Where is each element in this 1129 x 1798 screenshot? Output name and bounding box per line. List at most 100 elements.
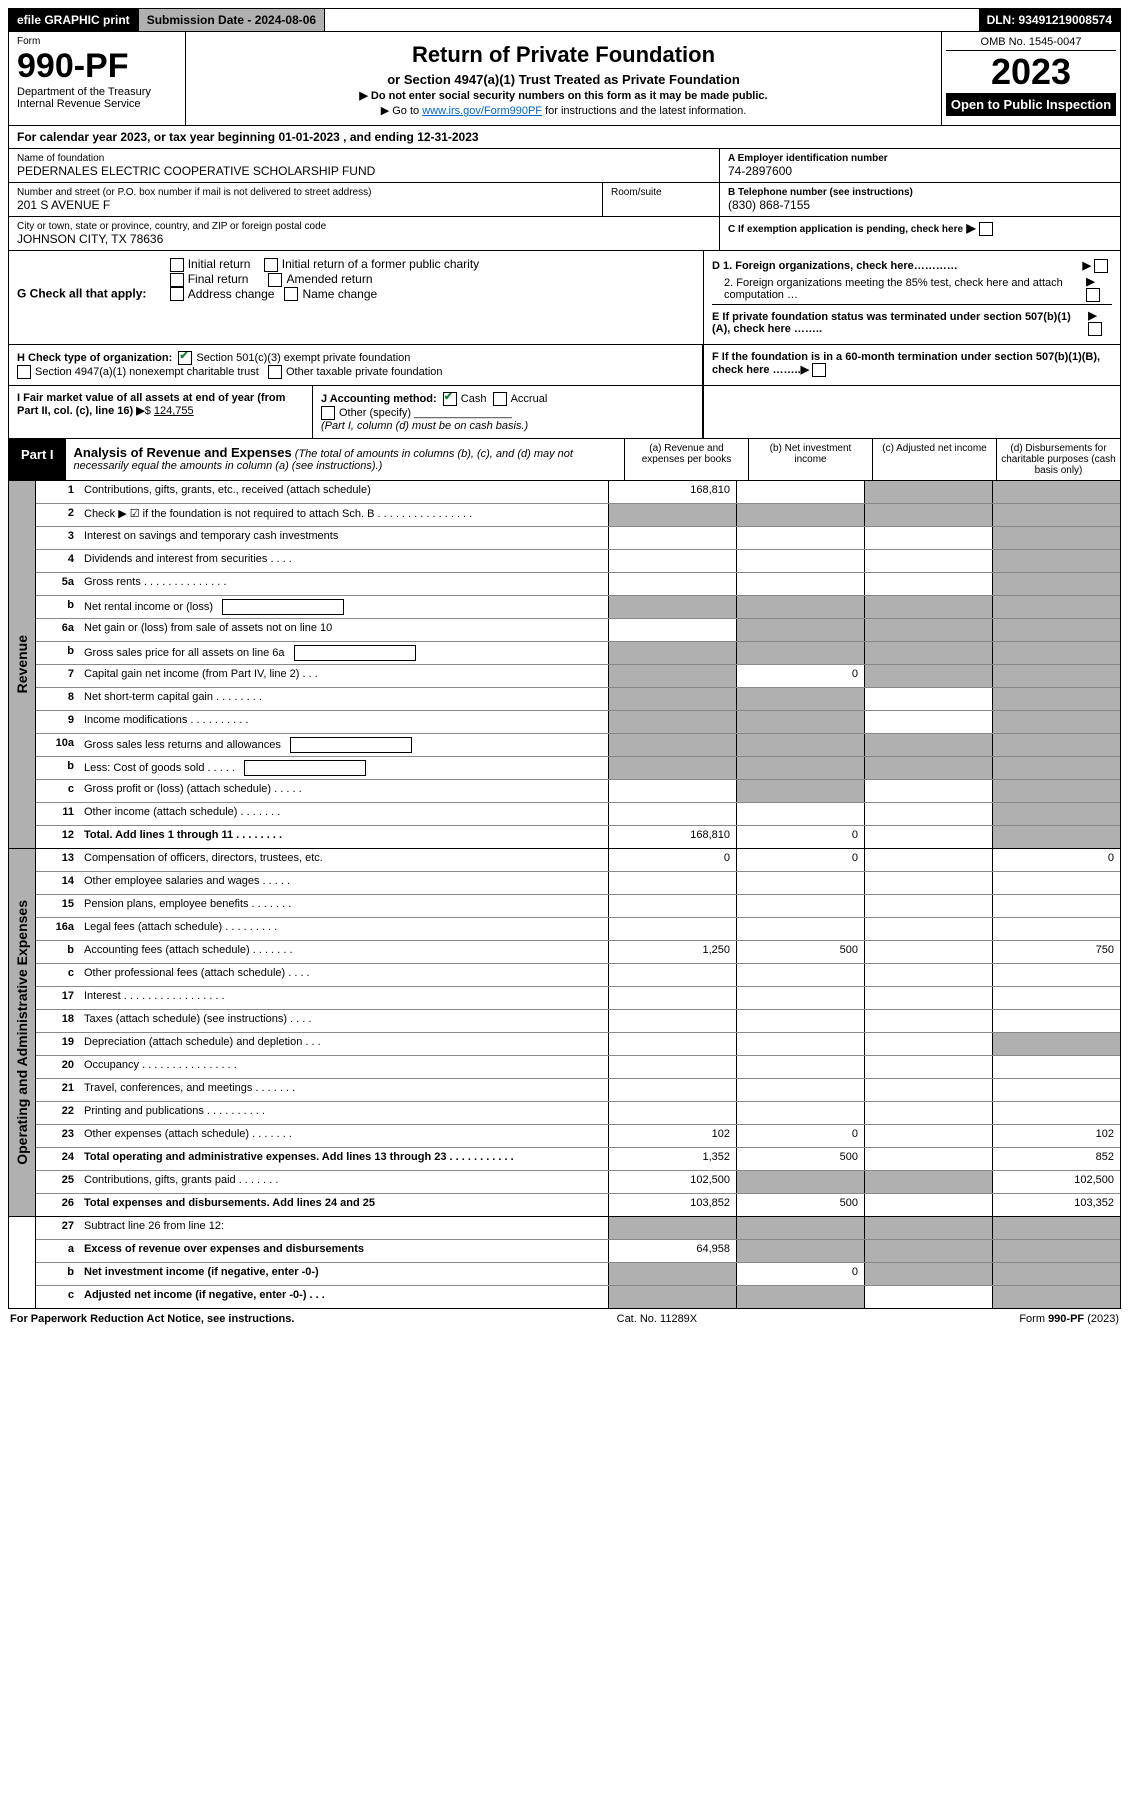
revenue-body: 1Contributions, gifts, grants, etc., rec… — [36, 481, 1120, 848]
table-cell — [736, 1240, 864, 1262]
table-row: 27Subtract line 26 from line 12: — [36, 1217, 1120, 1240]
table-row: 6aNet gain or (loss) from sale of assets… — [36, 619, 1120, 642]
table-row: bAccounting fees (attach schedule) . . .… — [36, 941, 1120, 964]
g-name-change[interactable] — [284, 287, 298, 301]
footer-right: Form 990-PF (2023) — [1019, 1313, 1119, 1325]
table-cell — [864, 596, 992, 618]
room-label: Room/suite — [611, 187, 711, 198]
table-cell — [864, 1263, 992, 1285]
title-cell: Return of Private Foundation or Section … — [186, 32, 941, 125]
addr-block: Number and street (or P.O. box number if… — [9, 183, 719, 217]
table-cell — [992, 1079, 1120, 1101]
table-cell — [992, 711, 1120, 733]
table-cell: 0 — [736, 1263, 864, 1285]
table-cell — [992, 895, 1120, 917]
entity-right: A Employer identification number 74-2897… — [719, 149, 1120, 250]
table-cell — [864, 688, 992, 710]
c-checkbox[interactable] — [979, 222, 993, 236]
table-cell — [736, 1010, 864, 1032]
table-cell: 103,352 — [992, 1194, 1120, 1216]
form-id-cell: Form 990-PF Department of the Treasury I… — [9, 32, 186, 125]
table-cell — [992, 1033, 1120, 1055]
table-cell — [608, 1079, 736, 1101]
table-cell — [864, 826, 992, 848]
table-cell — [864, 941, 992, 963]
e-checkbox[interactable] — [1088, 322, 1102, 336]
table-cell — [608, 1217, 736, 1239]
table-row: 3Interest on savings and temporary cash … — [36, 527, 1120, 550]
g-initial-former[interactable] — [264, 258, 278, 272]
table-cell — [736, 872, 864, 894]
table-cell: 64,958 — [608, 1240, 736, 1262]
table-cell — [864, 987, 992, 1009]
table-cell — [608, 1286, 736, 1308]
form-number: 990-PF — [17, 47, 177, 86]
table-cell: 102,500 — [608, 1171, 736, 1193]
g-address-change[interactable] — [170, 287, 184, 301]
foundation-name: PEDERNALES ELECTRIC COOPERATIVE SCHOLARS… — [17, 164, 711, 178]
d2-checkbox[interactable] — [1086, 288, 1100, 302]
table-row: 5aGross rents . . . . . . . . . . . . . … — [36, 573, 1120, 596]
table-row: bNet rental income or (loss) — [36, 596, 1120, 619]
instr-1: ▶ Do not enter social security numbers o… — [194, 89, 933, 102]
g-initial-return[interactable] — [170, 258, 184, 272]
table-cell: 500 — [736, 1148, 864, 1170]
h-501c3-checkbox[interactable] — [178, 351, 192, 365]
f-checkbox[interactable] — [812, 363, 826, 377]
revenue-sidelabel: Revenue — [9, 481, 36, 848]
table-cell: 1,250 — [608, 941, 736, 963]
name-block: Name of foundation PEDERNALES ELECTRIC C… — [9, 149, 719, 183]
h-other-checkbox[interactable] — [268, 365, 282, 379]
table-cell — [736, 964, 864, 986]
table-cell — [992, 504, 1120, 526]
d1-checkbox[interactable] — [1094, 259, 1108, 273]
table-cell — [608, 757, 736, 779]
table-cell — [992, 596, 1120, 618]
g-amended[interactable] — [268, 273, 282, 287]
table-cell — [864, 711, 992, 733]
j-cash-checkbox[interactable] — [443, 392, 457, 406]
table-cell — [736, 573, 864, 595]
table-cell — [736, 1286, 864, 1308]
instr-2: ▶ Go to www.irs.gov/Form990PF for instru… — [194, 104, 933, 117]
opex-body: 13Compensation of officers, directors, t… — [36, 849, 1120, 1216]
table-cell — [864, 481, 992, 503]
h-4947-checkbox[interactable] — [17, 365, 31, 379]
table-row: 7Capital gain net income (from Part IV, … — [36, 665, 1120, 688]
table-cell — [992, 1010, 1120, 1032]
footer-mid: Cat. No. 11289X — [617, 1313, 698, 1325]
col-a-hdr: (a) Revenue and expenses per books — [624, 439, 748, 480]
g-final-return[interactable] — [170, 273, 184, 287]
phone: (830) 868-7155 — [728, 198, 1112, 212]
table-cell — [864, 1102, 992, 1124]
table-row: 11Other income (attach schedule) . . . .… — [36, 803, 1120, 826]
open-public: Open to Public Inspection — [946, 93, 1116, 116]
table-cell — [864, 550, 992, 572]
table-cell — [736, 688, 864, 710]
table-row: 14Other employee salaries and wages . . … — [36, 872, 1120, 895]
table-cell — [864, 803, 992, 825]
dept-2: Internal Revenue Service — [17, 98, 177, 110]
table-row: 25Contributions, gifts, grants paid . . … — [36, 1171, 1120, 1194]
table-cell — [608, 1263, 736, 1285]
table-cell: 102 — [992, 1125, 1120, 1147]
table-cell — [736, 1217, 864, 1239]
ty-end: 12-31-2023 — [417, 130, 478, 144]
table-cell — [992, 1217, 1120, 1239]
part1-label: Part I — [9, 439, 66, 480]
table-row: 16aLegal fees (attach schedule) . . . . … — [36, 918, 1120, 941]
j-accrual-checkbox[interactable] — [493, 392, 507, 406]
table-cell — [736, 1056, 864, 1078]
table-cell — [992, 757, 1120, 779]
table-cell: 0 — [736, 849, 864, 871]
table-row: 23Other expenses (attach schedule) . . .… — [36, 1125, 1120, 1148]
table-cell — [864, 1217, 992, 1239]
table-cell — [736, 481, 864, 503]
j-other-checkbox[interactable] — [321, 406, 335, 420]
irs-link[interactable]: www.irs.gov/Form990PF — [422, 105, 542, 117]
calendar-row: For calendar year 2023, or tax year begi… — [8, 126, 1121, 149]
ty-begin: 01-01-2023 — [278, 130, 339, 144]
table-row: cOther professional fees (attach schedul… — [36, 964, 1120, 987]
city-state-zip: JOHNSON CITY, TX 78636 — [17, 232, 711, 246]
form-prefix: Form — [17, 36, 177, 47]
